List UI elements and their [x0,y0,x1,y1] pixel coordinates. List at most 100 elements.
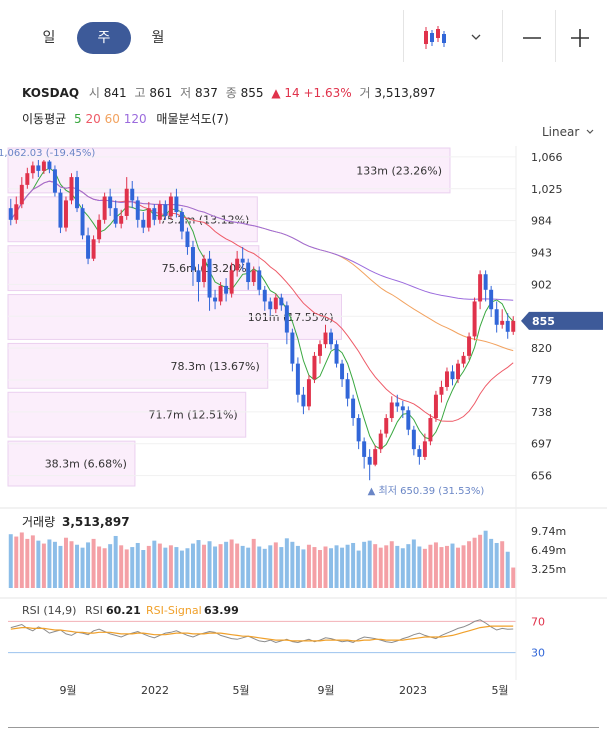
volume-profile-label: 75.6m (13.20%) [162,262,251,275]
candle-body [229,270,234,294]
volume-bar [190,543,195,588]
divider [555,10,556,62]
y-tick-label: 738 [531,406,552,419]
candle-body [41,161,46,171]
candle-body [467,336,472,356]
candle [295,357,300,403]
candle [146,201,151,232]
ma120-label: 120 [123,112,147,126]
volume-bar [257,546,262,588]
rsi-signal-line [10,625,514,642]
volume-bar [279,547,284,588]
candle-body [489,289,494,310]
candle [52,165,57,197]
volume-bar [428,544,433,588]
candle-body [395,402,400,407]
volume-bar [240,545,245,588]
low-marker: ▲ 최저 650.39 (31.53%) [368,485,485,497]
volume-bar [102,548,107,588]
tab-week[interactable]: 주 [77,22,131,54]
candle [257,266,262,296]
candle [108,188,113,216]
tab-month[interactable]: 월 [151,30,165,46]
volume-bar [312,547,317,588]
candle-body [422,441,427,457]
candle-body [284,305,289,333]
change-pct: +1.63% [303,86,352,100]
volume-bar [86,542,91,588]
candle-body [207,258,212,298]
candle [268,297,273,316]
candle [135,196,140,228]
candle [406,406,411,436]
ma60-label: 60 [104,112,120,126]
chevron-down-icon[interactable] [460,20,496,56]
close-label: 종 [225,86,237,100]
volume-bar [284,538,289,588]
volume-bar [152,540,157,588]
volume-bar [80,547,85,588]
candle [478,270,483,310]
volume-bar [213,546,218,588]
volume-bar [163,547,168,588]
ma-legend[interactable]: 이동평균 5 20 60 120 매물분석도(7) [22,110,229,127]
candle [312,351,317,384]
scale-selector[interactable]: Linear [542,125,595,139]
candle-body [69,177,74,201]
x-tick-label: 2022 [141,684,169,697]
candle-body [14,204,19,220]
candle [433,390,438,422]
plus-icon[interactable] [562,20,598,56]
x-tick-label: 2023 [399,684,427,697]
volume-bar [400,548,405,588]
candle-body [444,371,449,387]
rsi-signal-value: 63.99 [204,604,239,617]
candle-body [251,270,256,283]
candle [190,240,195,286]
minus-icon[interactable] [514,20,550,56]
candle [41,159,46,174]
candle [113,200,118,228]
candlestick-icon[interactable] [418,20,454,56]
low-value: 837 [194,86,218,100]
volume-bar [472,537,477,588]
candle [86,227,91,265]
rsi-label: RSI [85,604,103,617]
volume-tick-label: 3.25m [531,563,566,576]
candle [500,309,505,329]
volume-bar [8,534,13,588]
candle-body [384,418,389,434]
rsi-level-label: 30 [531,647,545,660]
candle [8,198,13,226]
candle [19,177,24,209]
top-toolbar: 일 주 월 [0,0,607,74]
candle-body [163,204,168,216]
candle-body [417,449,422,457]
candle-body [406,410,411,430]
y-tick-label: 943 [531,246,552,259]
volume-bar [505,551,510,588]
candle-body [63,200,68,228]
change-value: 14 [284,86,300,100]
volume-profile-label: 매물분석도(7) [156,112,229,126]
divider [502,10,503,62]
candle-body [511,320,516,332]
tab-day[interactable]: 일 [42,30,56,46]
candle-body [108,196,113,209]
x-tick-label: 5월 [232,684,249,697]
index-name: KOSDAQ [22,86,80,100]
candle [102,192,107,224]
volume-bar [467,541,472,588]
candle-body [202,258,207,283]
candle-body [411,429,416,450]
open-value: 841 [103,86,127,100]
volume-bar [157,543,162,588]
volume-bar [511,567,516,588]
candle [395,394,400,412]
x-tick-label: 5월 [491,684,508,697]
candle [345,372,350,407]
volume-bar [41,543,46,588]
candle-body [456,363,461,380]
candle [417,445,422,465]
